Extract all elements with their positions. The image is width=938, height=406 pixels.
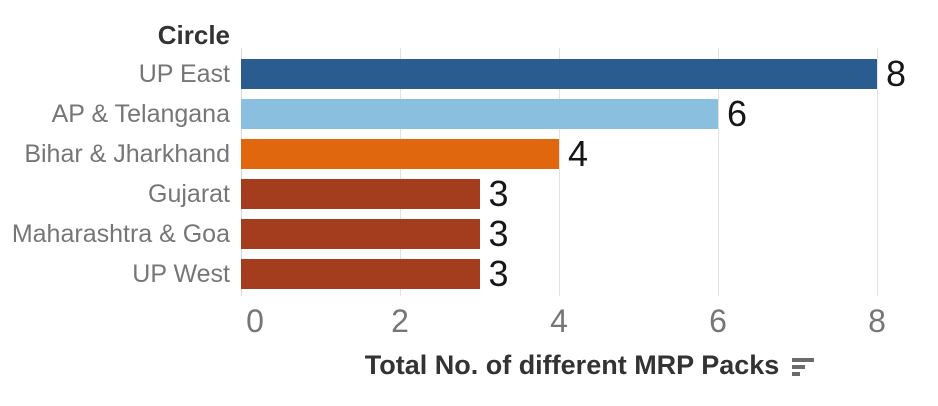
x-tick-label: 0 (246, 303, 264, 339)
x-tick-label: 2 (391, 303, 409, 339)
category-label[interactable]: Maharashtra & Goa (11, 220, 230, 248)
category-label[interactable]: AP & Telangana (51, 100, 230, 128)
gridline (559, 48, 560, 296)
sort-icon-bar (792, 371, 801, 376)
bar[interactable] (241, 59, 877, 89)
x-tick-label: 6 (709, 303, 727, 339)
sort-icon-bar (792, 364, 806, 369)
bar[interactable] (241, 99, 718, 129)
x-axis-title: Total No. of different MRP Packs (364, 350, 780, 380)
value-label: 3 (488, 173, 509, 214)
sort-descending-icon[interactable] (792, 356, 815, 376)
sort-icon-bar (792, 357, 815, 362)
gridline (877, 48, 878, 296)
bar[interactable] (241, 179, 480, 209)
category-label[interactable]: Bihar & Jharkhand (24, 140, 230, 168)
x-tick-label: 8 (868, 303, 886, 339)
value-label: 6 (727, 93, 748, 134)
gridline (400, 48, 401, 296)
category-label[interactable]: UP East (138, 60, 230, 88)
value-label: 3 (488, 253, 509, 294)
value-label: 4 (568, 133, 589, 174)
x-tick-label: 4 (550, 303, 568, 339)
category-label[interactable]: UP West (132, 260, 230, 288)
gridline (718, 48, 719, 296)
column-header: Circle (157, 20, 230, 50)
gridline (241, 48, 242, 296)
category-label[interactable]: Gujarat (148, 180, 230, 208)
bar[interactable] (241, 259, 480, 289)
bar[interactable] (241, 219, 480, 249)
x-axis-title-row: Total No. of different MRP Packs (241, 350, 938, 381)
bar[interactable] (241, 139, 559, 169)
value-label: 8 (886, 53, 907, 94)
value-label: 3 (488, 213, 509, 254)
